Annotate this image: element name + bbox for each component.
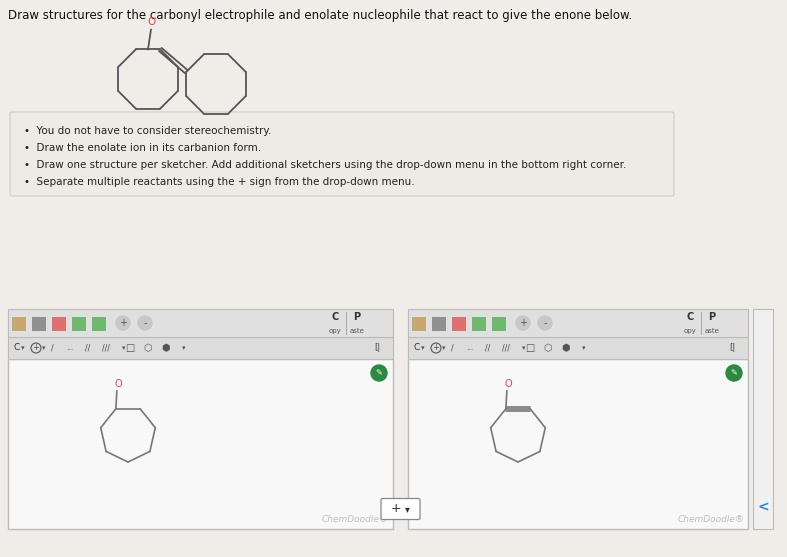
Bar (753, 309, 773, 529)
Circle shape (516, 316, 530, 330)
Circle shape (116, 316, 130, 330)
Text: P: P (708, 312, 715, 322)
Text: /: / (50, 344, 54, 353)
Text: [|: [| (729, 344, 735, 353)
Bar (52, 317, 66, 331)
Text: C: C (331, 312, 338, 322)
Text: /: / (451, 344, 453, 353)
Text: ⬡: ⬡ (544, 343, 552, 353)
Text: P: P (353, 312, 360, 322)
Bar (408, 309, 748, 337)
Bar (472, 317, 486, 331)
Text: O: O (148, 17, 156, 27)
Bar (8, 337, 393, 359)
Text: ▾: ▾ (442, 345, 445, 351)
Text: Draw structures for the carbonyl electrophile and enolate nucleophile that react: Draw structures for the carbonyl electro… (8, 9, 632, 22)
Text: •  You do not have to consider stereochemistry.: • You do not have to consider stereochem… (24, 126, 272, 136)
Text: [|: [| (374, 344, 380, 353)
Text: ✎: ✎ (375, 369, 382, 378)
Bar (32, 317, 46, 331)
Bar (412, 317, 426, 331)
Bar (408, 359, 748, 529)
FancyBboxPatch shape (381, 499, 420, 520)
Bar (8, 359, 393, 529)
Text: □: □ (125, 343, 135, 353)
Text: ...: ... (66, 344, 73, 353)
FancyBboxPatch shape (10, 112, 674, 196)
Bar (72, 317, 86, 331)
Bar (452, 317, 466, 331)
Text: +: + (32, 344, 39, 353)
Text: opy: opy (684, 328, 696, 334)
Bar (92, 317, 106, 331)
Bar (8, 309, 393, 337)
Text: -: - (543, 318, 547, 328)
Text: C: C (14, 344, 20, 353)
Text: aste: aste (704, 328, 719, 334)
Text: ChemDoodle®: ChemDoodle® (677, 515, 744, 524)
Text: ⬢: ⬢ (162, 343, 170, 353)
Circle shape (538, 316, 552, 330)
Text: O: O (504, 379, 512, 389)
Bar (408, 337, 748, 359)
Text: O: O (114, 379, 122, 389)
Text: •  Draw one structure per sketcher. Add additional sketchers using the drop-down: • Draw one structure per sketcher. Add a… (24, 160, 626, 170)
Text: ///: /// (502, 344, 510, 353)
Text: ▾: ▾ (523, 345, 526, 351)
Text: •  Separate multiple reactants using the + sign from the drop-down menu.: • Separate multiple reactants using the … (24, 177, 415, 187)
Text: aste: aste (349, 328, 364, 334)
Text: //: // (486, 344, 490, 353)
Text: +: + (433, 344, 439, 353)
Text: ▾: ▾ (21, 345, 24, 351)
Circle shape (371, 365, 387, 381)
Text: ChemDoodle®: ChemDoodle® (322, 515, 389, 524)
Text: ///: /// (102, 344, 110, 353)
Text: ⬢: ⬢ (562, 343, 571, 353)
Text: •  Draw the enolate ion in its carbanion form.: • Draw the enolate ion in its carbanion … (24, 143, 261, 153)
Text: ▾: ▾ (183, 345, 186, 351)
Text: □: □ (526, 343, 534, 353)
Text: +: + (119, 318, 127, 328)
Text: ...: ... (467, 344, 474, 353)
Text: opy: opy (329, 328, 342, 334)
Text: ⬡: ⬡ (144, 343, 152, 353)
Text: C: C (686, 312, 693, 322)
Bar (12, 317, 26, 331)
Text: ▾: ▾ (582, 345, 586, 351)
Text: -: - (143, 318, 146, 328)
Text: <: < (757, 500, 769, 514)
Circle shape (726, 365, 742, 381)
Text: ▾: ▾ (421, 345, 424, 351)
Bar (432, 317, 446, 331)
Text: C: C (414, 344, 420, 353)
Text: ▾: ▾ (42, 345, 46, 351)
Text: +: + (390, 502, 401, 515)
Text: ▾: ▾ (405, 504, 410, 514)
Text: //: // (85, 344, 91, 353)
Bar (492, 317, 506, 331)
Circle shape (138, 316, 152, 330)
Text: ✎: ✎ (730, 369, 737, 378)
Text: ▾: ▾ (122, 345, 126, 351)
Text: +: + (519, 318, 527, 328)
